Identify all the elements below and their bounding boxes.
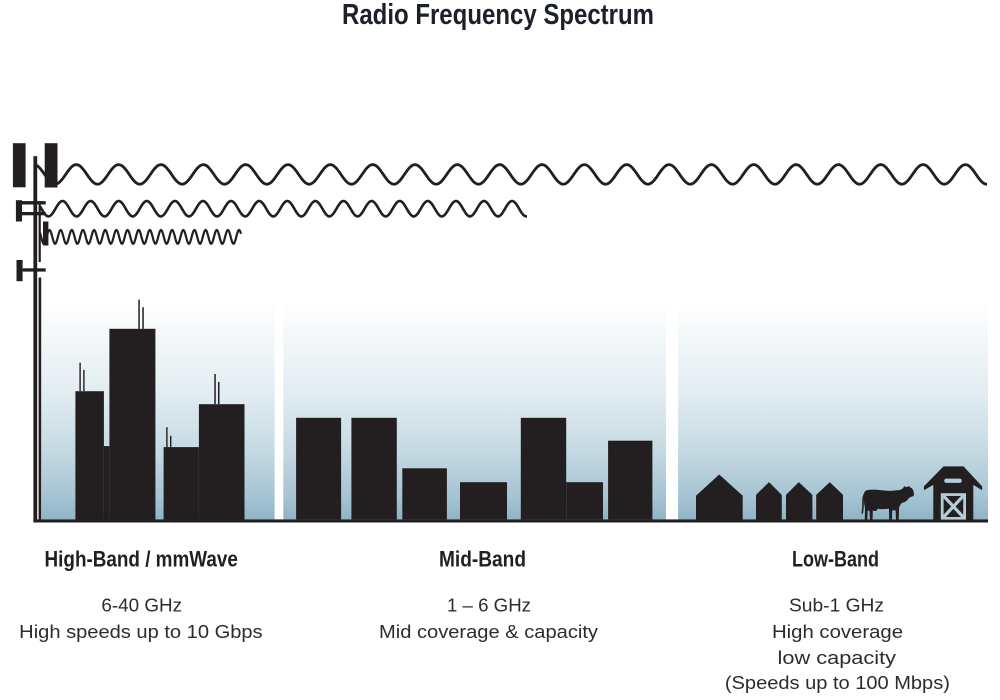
svg-text:Low-Band: Low-Band <box>792 547 879 572</box>
svg-text:High coverage: High coverage <box>772 621 903 642</box>
svg-text:Radio Frequency Spectrum: Radio Frequency Spectrum <box>342 0 654 31</box>
svg-text:low capacity: low capacity <box>778 647 898 668</box>
svg-text:Sub-1 GHz: Sub-1 GHz <box>789 594 884 615</box>
svg-text:Mid coverage & capacity: Mid coverage & capacity <box>379 621 599 642</box>
svg-text:High-Band / mmWave: High-Band / mmWave <box>45 547 238 572</box>
svg-text:High speeds up to 10 Gbps: High speeds up to 10 Gbps <box>19 621 262 642</box>
svg-text:(Speeds up to 100 Mbps): (Speeds up to 100 Mbps) <box>725 672 950 693</box>
svg-text:Mid-Band: Mid-Band <box>439 547 526 572</box>
svg-text:6-40 GHz: 6-40 GHz <box>101 594 182 615</box>
svg-text:1 – 6 GHz: 1 – 6 GHz <box>447 594 531 615</box>
